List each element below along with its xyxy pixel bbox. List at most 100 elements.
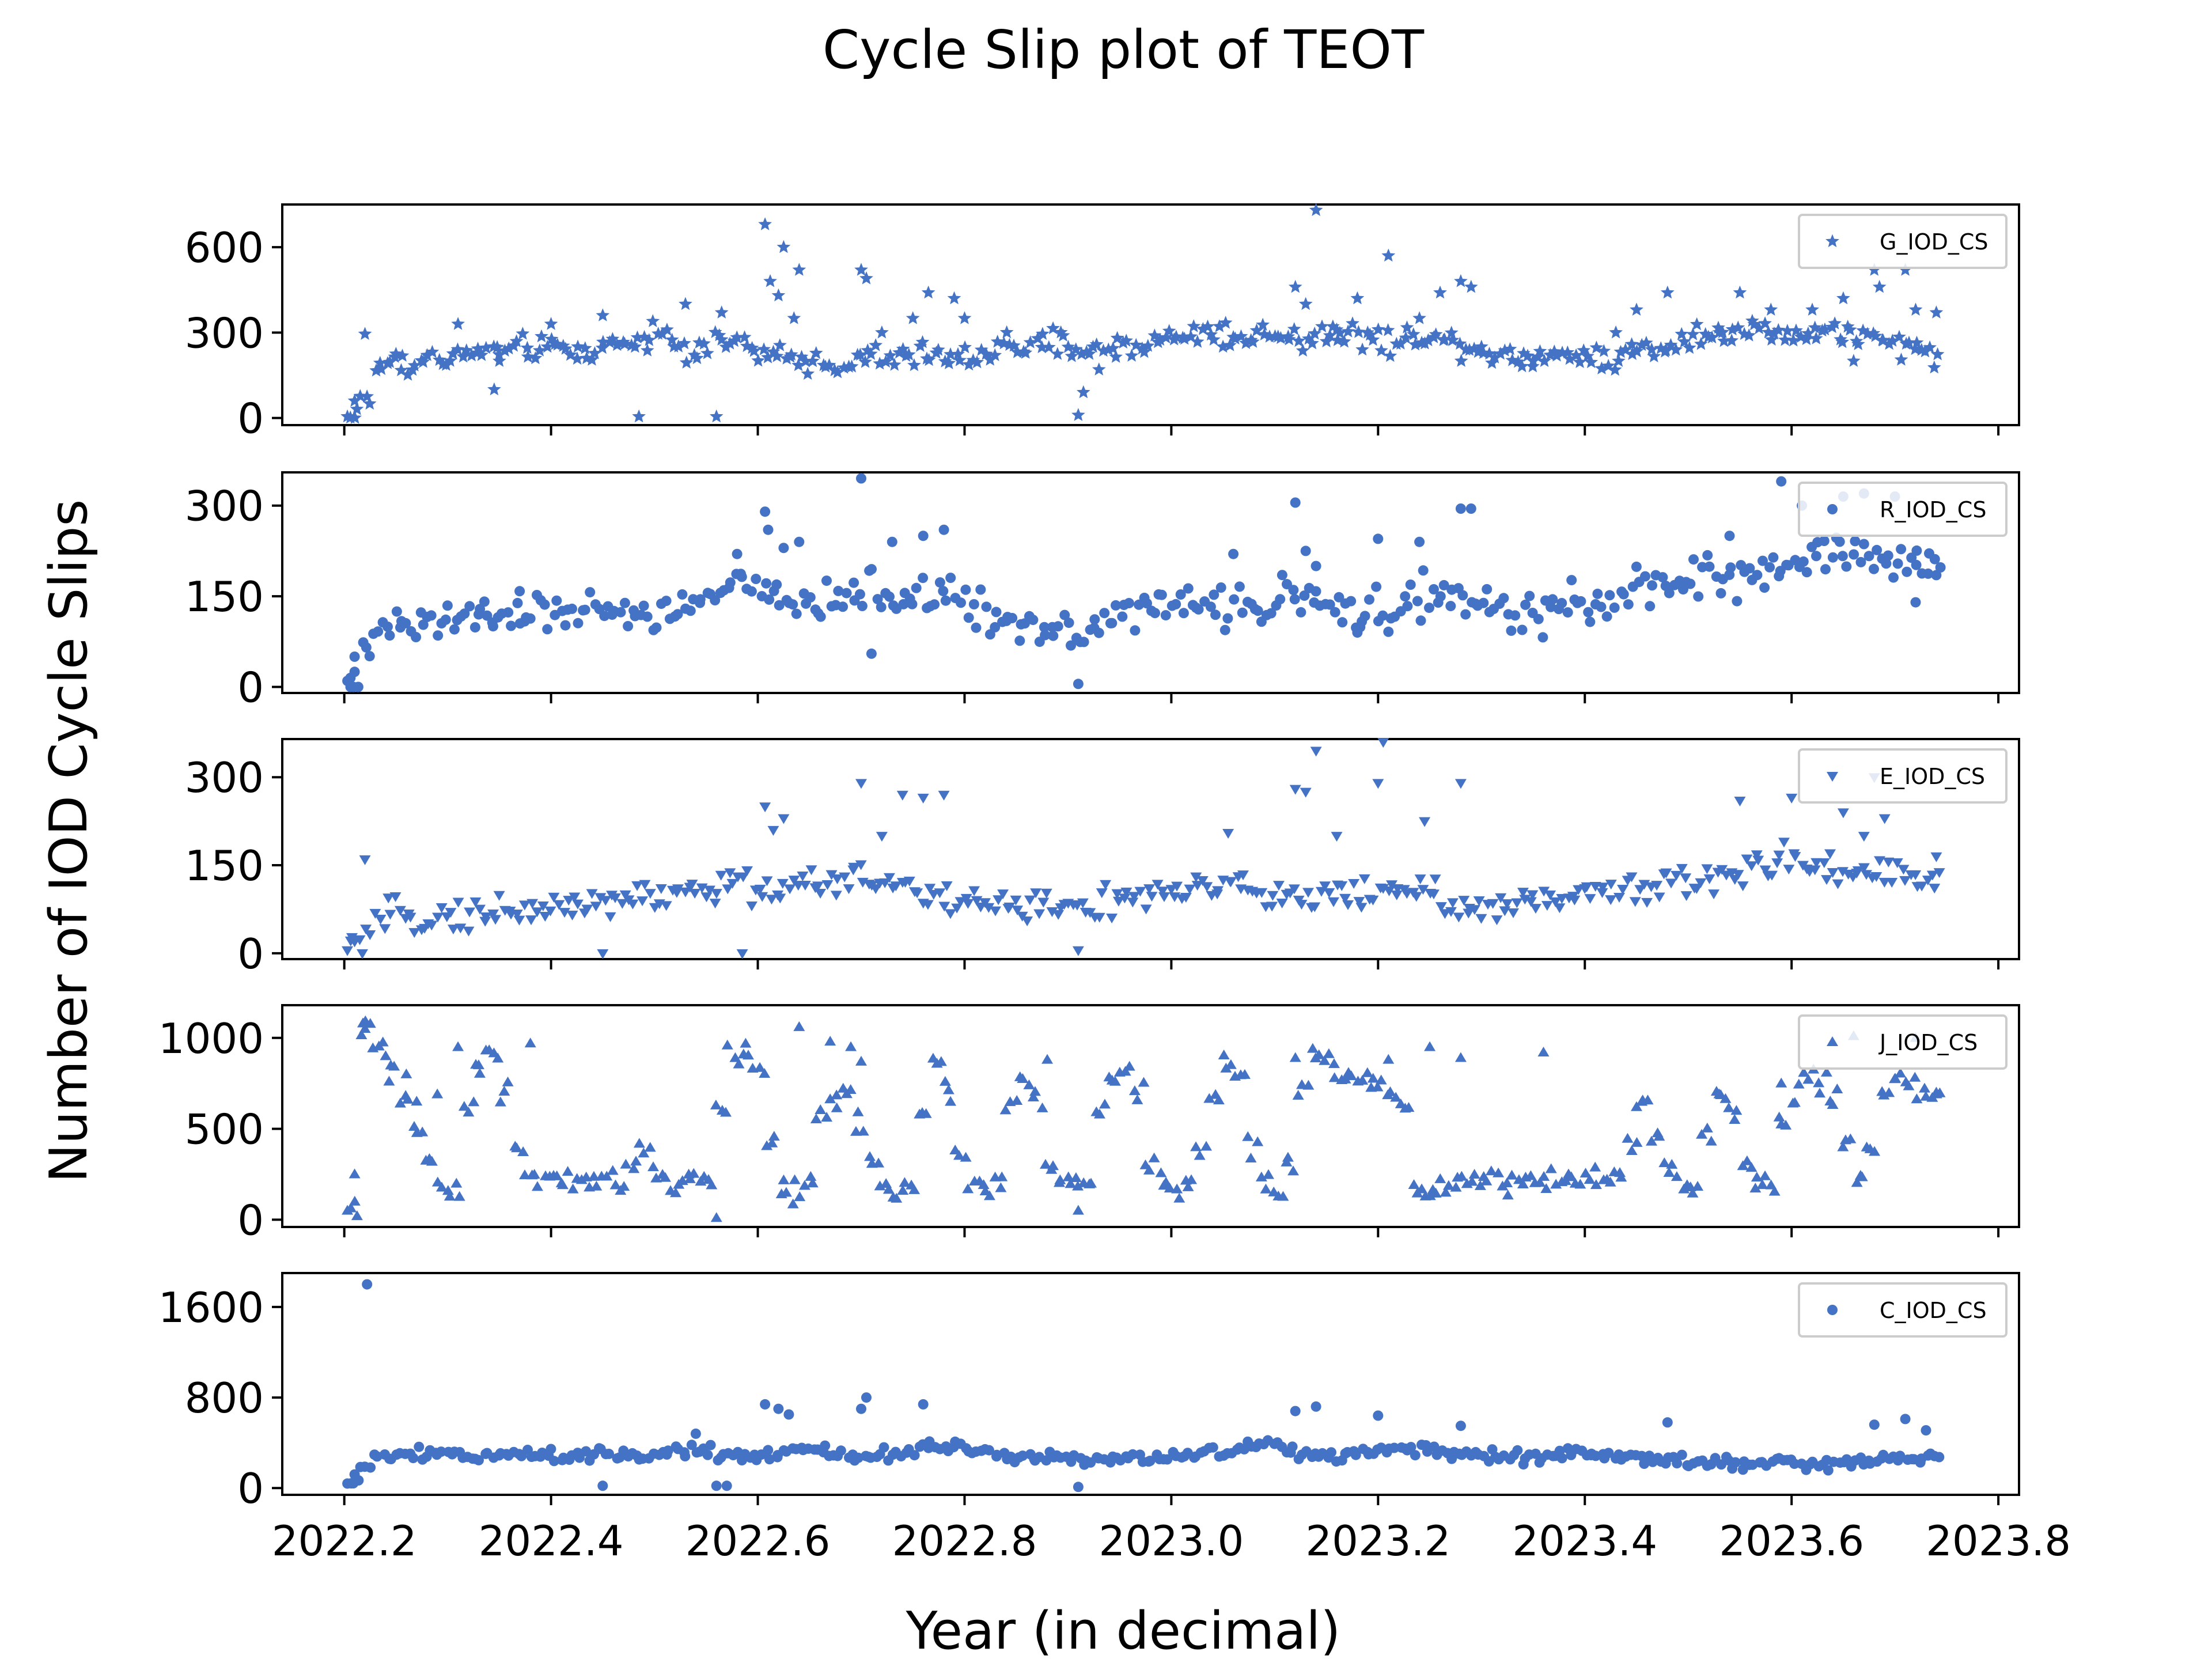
data-point — [1024, 895, 1036, 906]
data-point — [404, 912, 416, 923]
data-point — [679, 297, 692, 310]
data-point — [1916, 881, 1928, 892]
data-point — [1831, 1084, 1843, 1094]
data-point — [1834, 536, 1845, 547]
x-tick-label: 2022.4 — [479, 1517, 624, 1565]
data-point — [349, 1469, 360, 1480]
data-point — [1867, 263, 1881, 276]
data-point — [1671, 1171, 1683, 1181]
data-point — [1820, 564, 1831, 575]
data-point — [1563, 351, 1577, 365]
data-point — [1205, 601, 1216, 612]
data-point — [792, 263, 806, 276]
data-point — [1911, 559, 1922, 570]
legend-box — [1798, 1282, 2008, 1338]
data-point — [1352, 627, 1363, 638]
data-point — [1800, 332, 1813, 345]
y-axis-label: Number of IOD Cycle Slips — [39, 499, 99, 1183]
data-point — [1544, 890, 1556, 900]
data-point — [1446, 898, 1459, 908]
legend: E_IOD_CS — [1798, 748, 2008, 804]
data-point — [784, 347, 798, 361]
data-point — [1255, 1171, 1267, 1181]
data-point — [1520, 599, 1531, 610]
data-point — [426, 610, 437, 621]
legend-marker — [1827, 504, 1838, 514]
data-point — [907, 599, 918, 609]
data-point — [884, 591, 895, 602]
legend-label: C_IOD_CS — [1880, 1298, 1987, 1323]
data-point — [710, 595, 721, 605]
data-point — [1524, 590, 1535, 601]
data-point — [596, 308, 610, 321]
data-point — [760, 1399, 771, 1410]
data-point — [615, 607, 626, 618]
data-point — [941, 881, 953, 892]
data-point — [1040, 630, 1051, 641]
data-point — [1150, 608, 1160, 619]
data-point — [686, 1440, 697, 1450]
data-point — [597, 949, 609, 959]
data-point — [1070, 1172, 1082, 1183]
data-point — [599, 611, 610, 622]
data-point — [518, 1169, 531, 1180]
data-point — [761, 350, 775, 363]
data-point — [1073, 679, 1084, 690]
data-point — [1228, 331, 1243, 345]
data-point — [1134, 887, 1146, 897]
data-point — [1160, 1176, 1172, 1187]
data-point — [1537, 1047, 1550, 1057]
y-tick-label: 1600 — [158, 1283, 264, 1332]
data-point — [479, 340, 493, 354]
data-point — [575, 1174, 588, 1184]
data-point — [984, 1445, 994, 1456]
data-point — [758, 217, 772, 230]
data-point — [1228, 548, 1239, 559]
data-point — [995, 1182, 1007, 1192]
data-point — [1035, 340, 1049, 354]
data-point — [402, 1093, 414, 1104]
data-point — [1046, 907, 1058, 918]
data-point — [1021, 916, 1033, 927]
x-tick-label: 2023.2 — [1305, 1517, 1450, 1565]
data-point — [359, 1023, 371, 1033]
plot-frame — [281, 203, 2020, 426]
data-point — [1499, 906, 1511, 916]
data-point — [1691, 884, 1703, 894]
data-point — [1671, 870, 1683, 881]
data-point — [581, 1446, 592, 1457]
data-point — [730, 330, 744, 344]
data-point — [353, 389, 368, 402]
data-point — [1155, 1167, 1167, 1177]
data-point — [544, 317, 558, 330]
data-point — [1355, 903, 1368, 913]
data-point — [902, 347, 916, 361]
data-point — [747, 344, 761, 357]
data-point — [918, 1399, 929, 1410]
data-point — [571, 339, 585, 353]
data-point — [514, 586, 525, 597]
data-point — [1731, 320, 1745, 334]
data-point — [1701, 1122, 1713, 1132]
data-point — [1223, 338, 1237, 351]
data-point — [1374, 343, 1388, 357]
data-point — [1089, 614, 1100, 625]
data-point — [1175, 589, 1186, 600]
data-point — [445, 908, 457, 918]
data-point — [1660, 285, 1675, 299]
data-point — [1350, 291, 1365, 305]
data-point — [896, 790, 908, 801]
data-point — [763, 1445, 774, 1456]
data-point — [1626, 872, 1638, 882]
data-point — [650, 1172, 662, 1183]
data-point — [1346, 596, 1357, 607]
data-point — [1383, 349, 1397, 362]
data-point — [511, 1142, 523, 1153]
data-point — [1100, 880, 1112, 890]
data-point — [1194, 1150, 1206, 1160]
data-point — [374, 914, 387, 925]
data-point — [951, 903, 963, 914]
data-point — [655, 327, 669, 340]
data-point — [349, 1168, 361, 1179]
